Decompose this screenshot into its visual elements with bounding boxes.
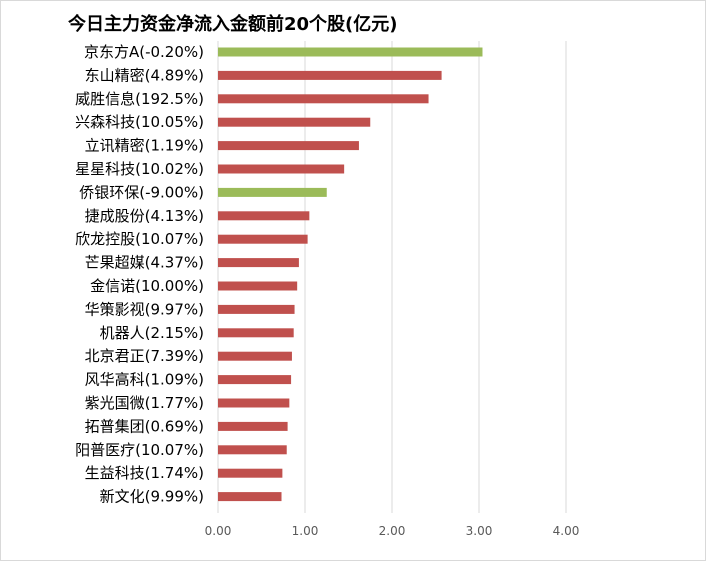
category-label-9: 芒果超媒(4.37%) — [85, 254, 204, 272]
category-label-7: 捷成股份(4.13%) — [85, 207, 204, 225]
category-label-6: 侨银环保(-9.00%) — [79, 183, 204, 201]
category-label-8: 欣龙控股(10.07%) — [75, 230, 204, 248]
bar-6 — [218, 187, 327, 197]
category-label-19: 新文化(9.99%) — [100, 488, 204, 506]
bar-9 — [218, 258, 299, 268]
bar-2 — [218, 94, 429, 104]
label-layer: 0.00 1.00 2.00 3.00 4.00 京东方A(-0.20%) 东山精密(4.8… — [75, 43, 579, 538]
category-label-3: 兴森科技(10.05%) — [75, 113, 204, 131]
category-label-14: 风华高科(1.09%) — [85, 371, 204, 389]
x-tick-label-2: 2.00 — [379, 524, 406, 538]
bar-0 — [218, 47, 483, 57]
x-tick-label-3: 3.00 — [466, 524, 493, 538]
category-label-16: 拓普集团(0.69%) — [85, 417, 204, 435]
category-label-15: 紫光国微(1.77%) — [85, 394, 204, 412]
category-label-2: 威胜信息(192.5%) — [75, 90, 204, 108]
bar-4 — [218, 141, 359, 151]
category-label-4: 立讯精密(1.19%) — [85, 137, 204, 155]
category-label-10: 金信诺(10.00%) — [90, 277, 204, 295]
x-tick-label-4: 4.00 — [553, 524, 580, 538]
x-tick-label-1: 1.00 — [292, 524, 319, 538]
bar-18 — [218, 468, 283, 478]
bar-15 — [218, 398, 290, 408]
x-tick-label-0: 0.00 — [205, 524, 232, 538]
bar-13 — [218, 351, 292, 361]
bar-3 — [218, 117, 371, 127]
grid-layer — [217, 41, 567, 513]
bar-5 — [218, 164, 345, 174]
bar-14 — [218, 375, 292, 385]
bar-12 — [218, 328, 294, 338]
category-label-17: 阳普医疗(10.07%) — [75, 441, 204, 459]
bar-7 — [218, 211, 310, 221]
category-label-5: 星星科技(10.02%) — [75, 160, 204, 178]
category-label-0: 京东方A(-0.20%) — [84, 43, 204, 61]
bar-11 — [218, 304, 295, 314]
bar-8 — [218, 234, 308, 244]
bar-layer — [218, 47, 483, 502]
category-label-18: 生益科技(1.74%) — [85, 464, 204, 482]
category-label-11: 华策影视(9.97%) — [85, 300, 204, 318]
bar-19 — [218, 492, 282, 502]
category-label-13: 北京君正(7.39%) — [85, 347, 204, 365]
category-label-12: 机器人(2.15%) — [100, 324, 204, 342]
bar-16 — [218, 421, 288, 431]
bar-1 — [218, 70, 442, 80]
bar-17 — [218, 445, 287, 455]
chart-title: 今日主力资金净流入金额前20个股(亿元) — [68, 14, 398, 35]
bar-10 — [218, 281, 298, 291]
category-label-1: 东山精密(4.89%) — [85, 66, 204, 84]
